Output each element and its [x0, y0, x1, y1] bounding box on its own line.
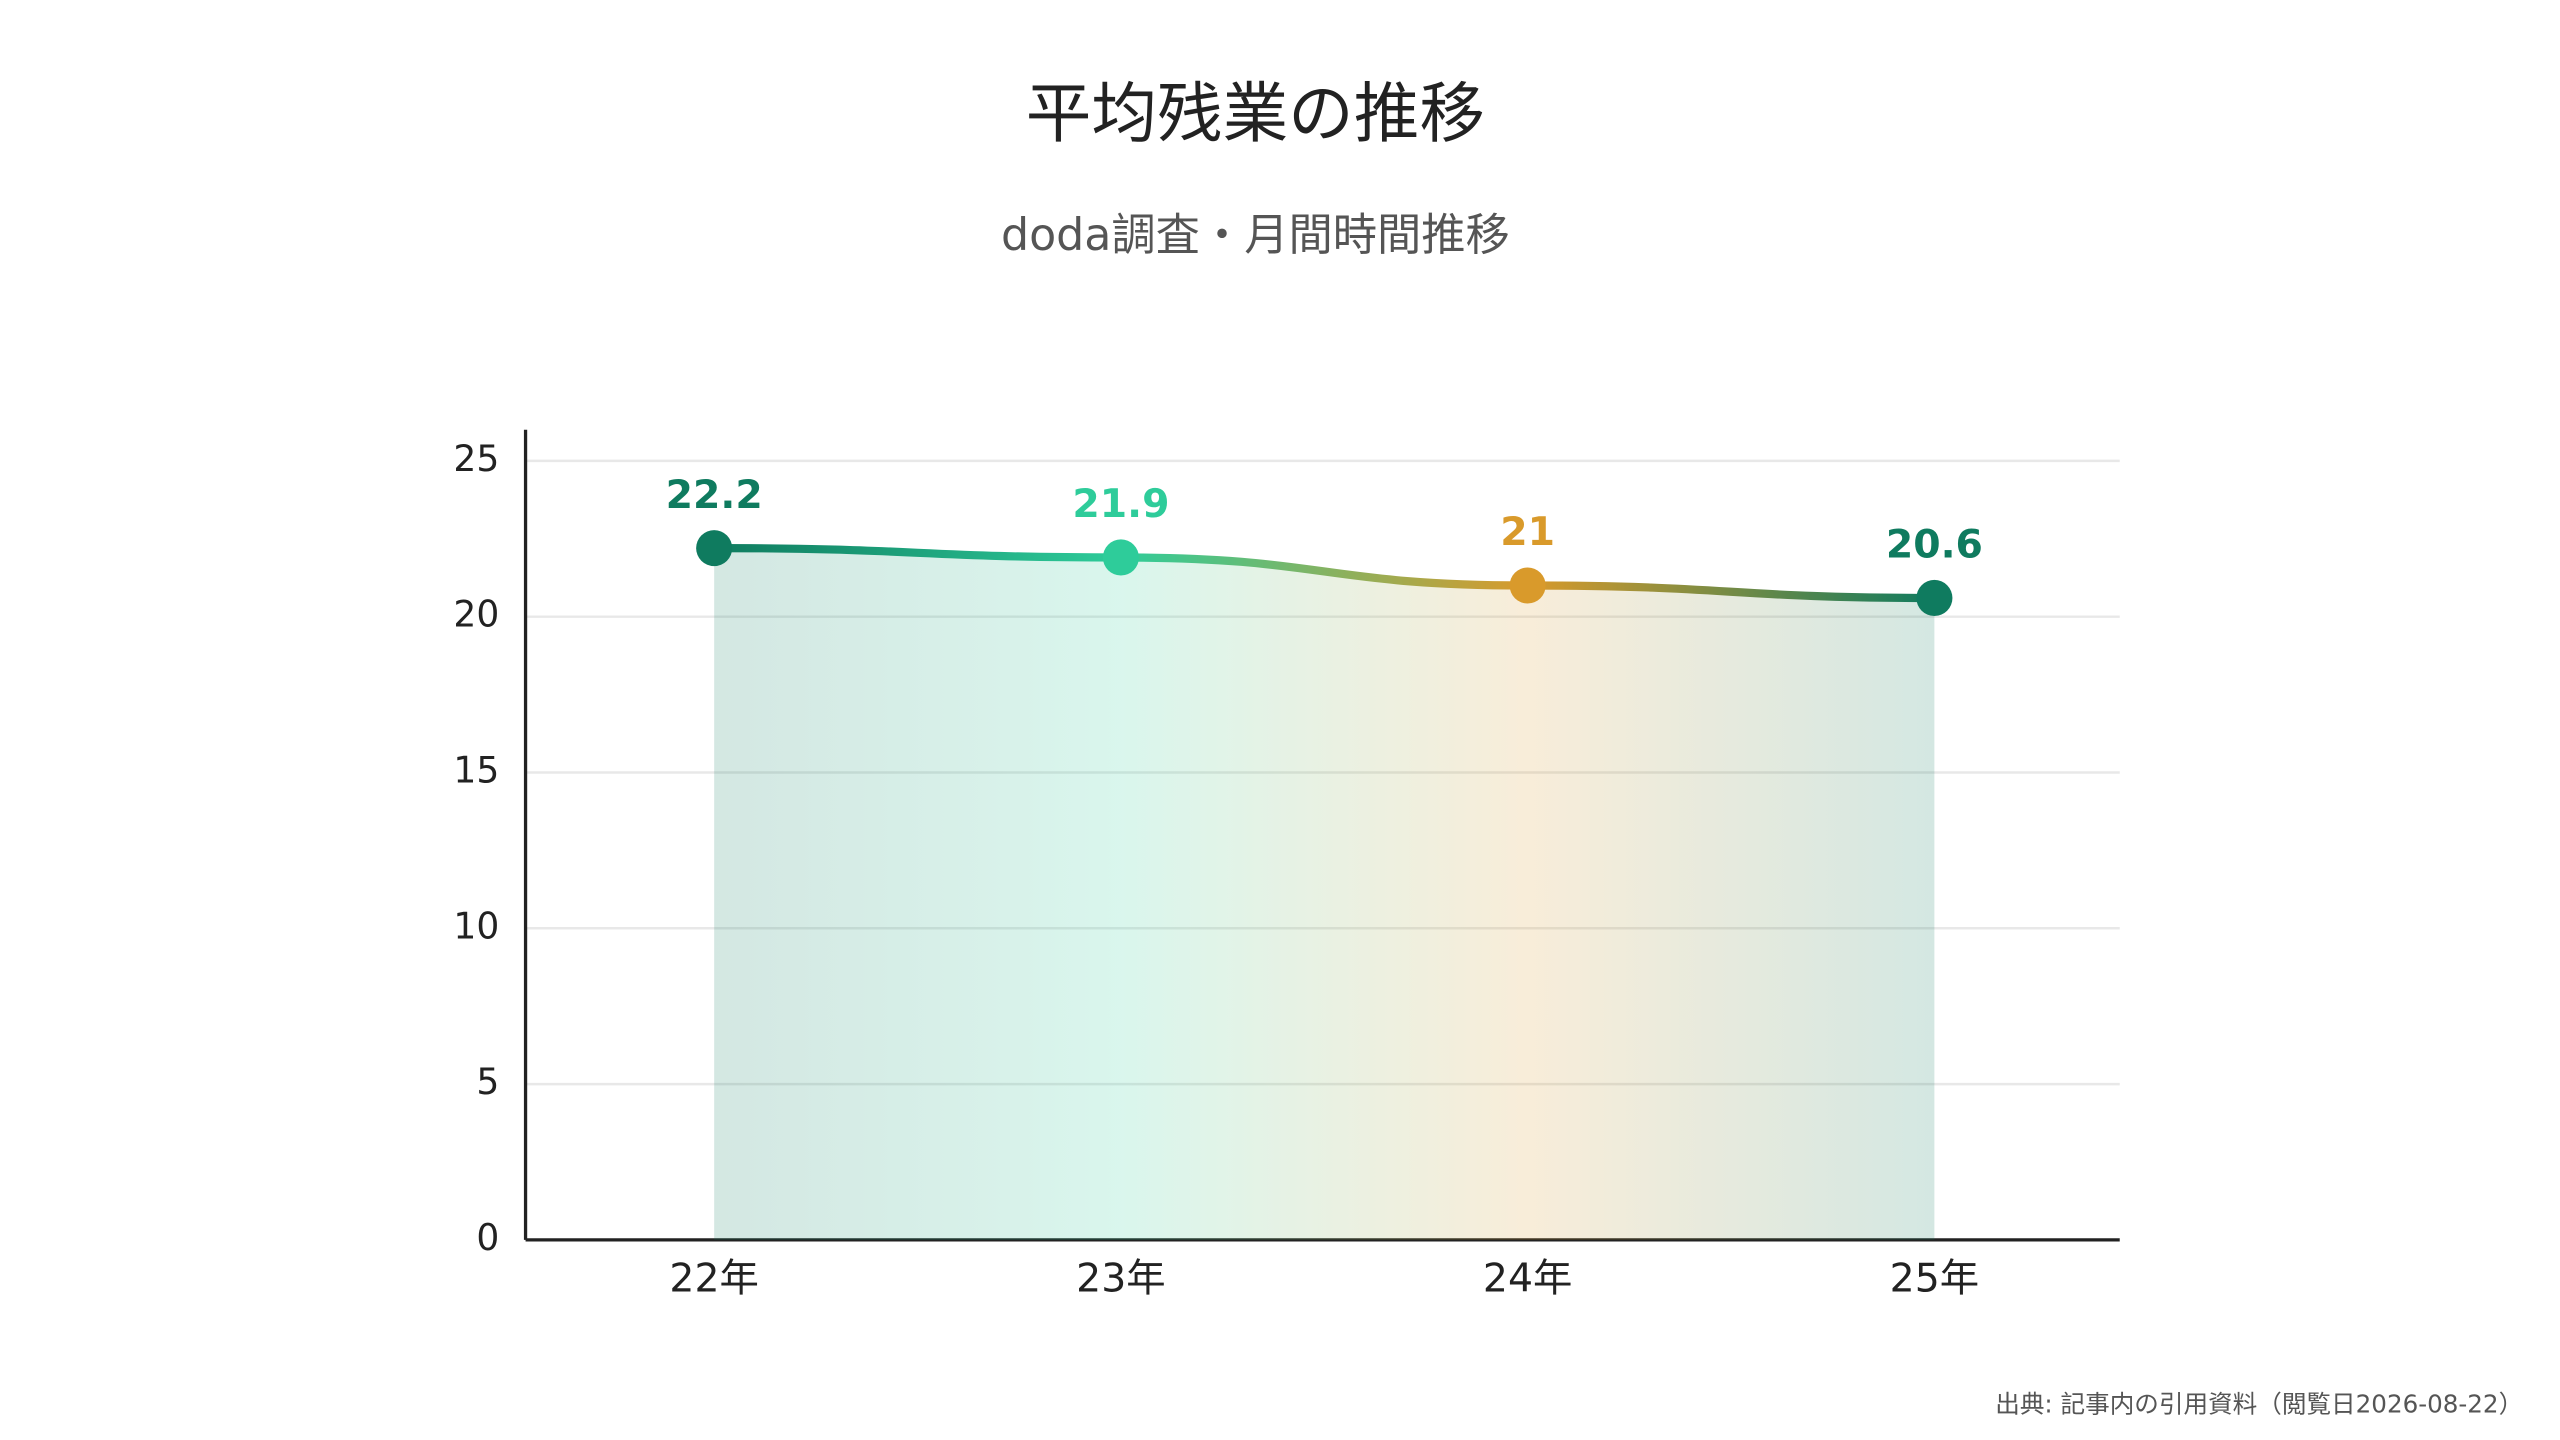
chart-title: 平均残業の推移: [1026, 76, 1485, 152]
area: [714, 548, 1935, 1240]
y-tick-label: 20: [453, 594, 499, 636]
point: [696, 530, 733, 567]
value-label: 22.2: [666, 472, 763, 518]
chart-subtitle: doda調査・月間時間推移: [1001, 210, 1510, 261]
value-label: 20.6: [1886, 522, 1983, 568]
point: [1916, 579, 1953, 617]
point: [1509, 567, 1546, 604]
x-tick-label: 23年: [1076, 1255, 1165, 1301]
x-tick-label: 24年: [1483, 1255, 1572, 1301]
x-tick-label: 25年: [1890, 1255, 1979, 1301]
y-tick-label: 10: [453, 905, 499, 947]
y-tick-label: 15: [453, 749, 499, 791]
value-label: 21: [1500, 509, 1555, 555]
value-label: 21.9: [1072, 481, 1169, 527]
y-tick-label: 25: [453, 438, 499, 480]
y-tick-label: 0: [476, 1217, 499, 1259]
line: [714, 544, 1935, 603]
point: [1102, 539, 1139, 576]
x-tick-label: 22年: [669, 1255, 758, 1301]
source-note: 出典: 記事内の引用資料（閲覧日2026-08-22）: [1995, 1390, 2523, 1419]
y-tick-label: 5: [476, 1061, 499, 1103]
